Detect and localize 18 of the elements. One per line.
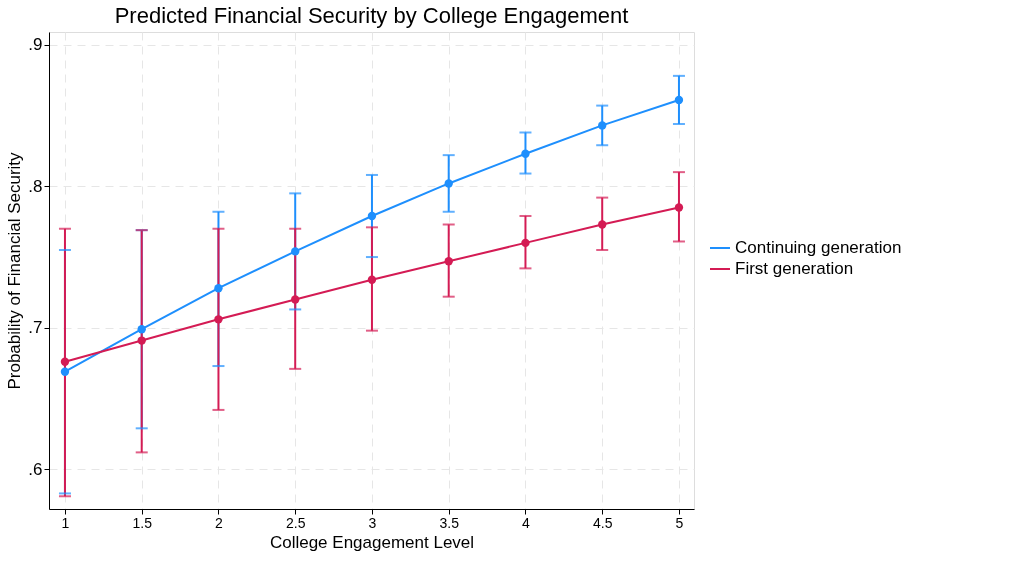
- legend-label: First generation: [735, 259, 854, 278]
- chart-title: Predicted Financial Security by College Engagement: [114, 3, 629, 28]
- x-tick-label: 1.5: [132, 514, 153, 531]
- x-axis-title: College Engagement Level: [269, 532, 475, 552]
- x-tick-label: 1: [61, 514, 70, 531]
- y-tick-label: .6: [28, 459, 43, 479]
- x-tick-label: 4.5: [592, 514, 613, 531]
- y-tick-label: .9: [28, 35, 43, 55]
- legend-label: Continuing generation: [735, 238, 902, 257]
- x-tick-label: 4: [522, 514, 531, 531]
- x-tick-label: 2.5: [285, 514, 306, 531]
- y-axis-title: Probability of Financial Security: [5, 151, 25, 390]
- x-tick-label: 3.5: [439, 514, 460, 531]
- x-tick-label: 2: [215, 514, 224, 531]
- x-tick-label: 3: [368, 514, 377, 531]
- y-tick-label: .7: [28, 318, 43, 338]
- x-tick-label: 5: [675, 514, 684, 531]
- y-tick-label: .8: [28, 176, 43, 196]
